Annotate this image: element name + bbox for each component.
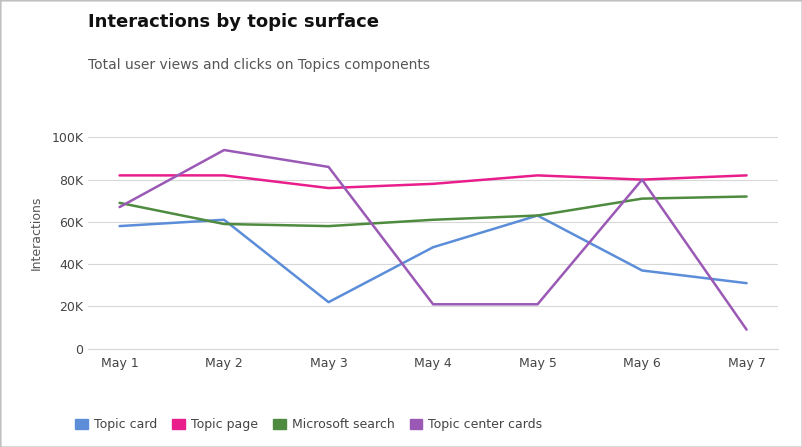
Topic card (219, 217, 229, 223)
Topic page (533, 173, 542, 178)
Topic page (638, 177, 647, 182)
Microsoft search (428, 217, 438, 223)
Topic page (324, 186, 334, 191)
Topic card (115, 224, 124, 229)
Topic center cards (219, 148, 229, 153)
Microsoft search (638, 196, 647, 201)
Legend: Topic card, Topic page, Microsoft search, Topic center cards: Topic card, Topic page, Microsoft search… (71, 413, 548, 436)
Topic center cards (638, 177, 647, 182)
Topic card (533, 213, 542, 218)
Text: Total user views and clicks on Topics components: Total user views and clicks on Topics co… (88, 58, 430, 72)
Topic page (742, 173, 751, 178)
Microsoft search (115, 200, 124, 206)
Topic page (219, 173, 229, 178)
Topic center cards (533, 302, 542, 307)
Line: Microsoft search: Microsoft search (119, 197, 747, 226)
Line: Topic center cards: Topic center cards (119, 150, 747, 329)
Microsoft search (742, 194, 751, 199)
Topic card (428, 245, 438, 250)
Topic page (428, 181, 438, 186)
Topic card (324, 299, 334, 305)
Microsoft search (324, 224, 334, 229)
Microsoft search (219, 221, 229, 227)
Topic card (638, 268, 647, 273)
Text: Interactions by topic surface: Interactions by topic surface (88, 13, 379, 31)
Topic center cards (742, 327, 751, 332)
Line: Topic page: Topic page (119, 175, 747, 188)
Y-axis label: Interactions: Interactions (30, 195, 43, 270)
Line: Topic card: Topic card (119, 215, 747, 302)
Topic center cards (115, 204, 124, 210)
Topic center cards (428, 302, 438, 307)
Topic center cards (324, 164, 334, 169)
Topic card (742, 280, 751, 286)
Topic page (115, 173, 124, 178)
Microsoft search (533, 213, 542, 218)
